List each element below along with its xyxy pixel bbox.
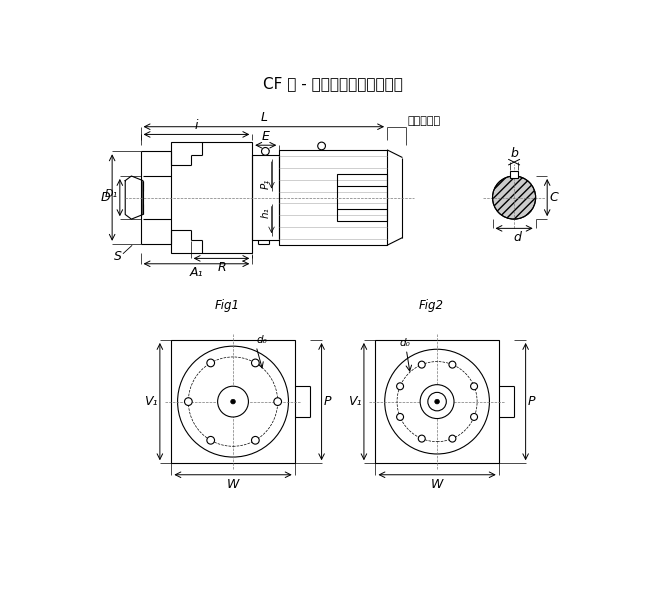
Circle shape	[231, 399, 235, 404]
Circle shape	[318, 142, 326, 150]
Bar	[252, 155, 280, 240]
Circle shape	[385, 349, 489, 454]
Circle shape	[177, 346, 289, 457]
Circle shape	[449, 435, 456, 442]
Text: D₁: D₁	[105, 189, 118, 199]
Circle shape	[493, 176, 536, 219]
Text: V₁: V₁	[144, 395, 157, 408]
Circle shape	[471, 383, 478, 390]
Circle shape	[185, 398, 192, 406]
Text: R: R	[217, 261, 226, 274]
Text: Fig2: Fig2	[419, 299, 443, 311]
Text: 按电机尺寸: 按电机尺寸	[408, 116, 441, 126]
Circle shape	[419, 361, 425, 368]
Circle shape	[419, 435, 425, 442]
Circle shape	[252, 437, 259, 444]
Text: h₁: h₁	[261, 207, 270, 219]
Text: E: E	[262, 130, 270, 143]
Text: d₀: d₀	[399, 338, 410, 347]
Text: i: i	[195, 119, 198, 132]
Circle shape	[396, 383, 404, 390]
Circle shape	[420, 385, 454, 419]
Text: b: b	[510, 147, 518, 160]
Text: Fig1: Fig1	[214, 299, 239, 311]
Text: D: D	[100, 191, 110, 204]
Circle shape	[428, 393, 447, 411]
Text: P: P	[528, 395, 536, 408]
Text: P₁: P₁	[261, 179, 270, 189]
Text: P: P	[324, 395, 332, 408]
Text: V₁: V₁	[348, 395, 361, 408]
Bar	[172, 142, 252, 253]
Text: d: d	[514, 230, 521, 244]
Bar	[376, 340, 499, 463]
Bar	[510, 172, 518, 178]
Text: L: L	[261, 112, 267, 124]
Text: D₁: D₁	[425, 390, 437, 400]
Circle shape	[207, 359, 215, 366]
Circle shape	[435, 399, 439, 404]
Text: C: C	[549, 191, 558, 204]
Text: D₁: D₁	[221, 390, 233, 400]
Circle shape	[396, 413, 404, 421]
Text: CF 型 - 法兰安装斜齿轮减速机: CF 型 - 法兰安装斜齿轮减速机	[263, 76, 403, 91]
Circle shape	[218, 386, 248, 417]
Circle shape	[261, 147, 269, 155]
Text: A₁: A₁	[190, 266, 203, 279]
Circle shape	[252, 359, 259, 366]
Circle shape	[449, 361, 456, 368]
Text: W: W	[431, 478, 443, 491]
Text: W: W	[227, 478, 239, 491]
Bar	[337, 175, 387, 220]
Text: S: S	[114, 249, 122, 263]
Circle shape	[274, 398, 281, 406]
Circle shape	[471, 413, 478, 421]
Circle shape	[207, 437, 215, 444]
Bar	[280, 150, 387, 245]
Bar	[172, 340, 294, 463]
Text: d₀: d₀	[257, 336, 268, 345]
